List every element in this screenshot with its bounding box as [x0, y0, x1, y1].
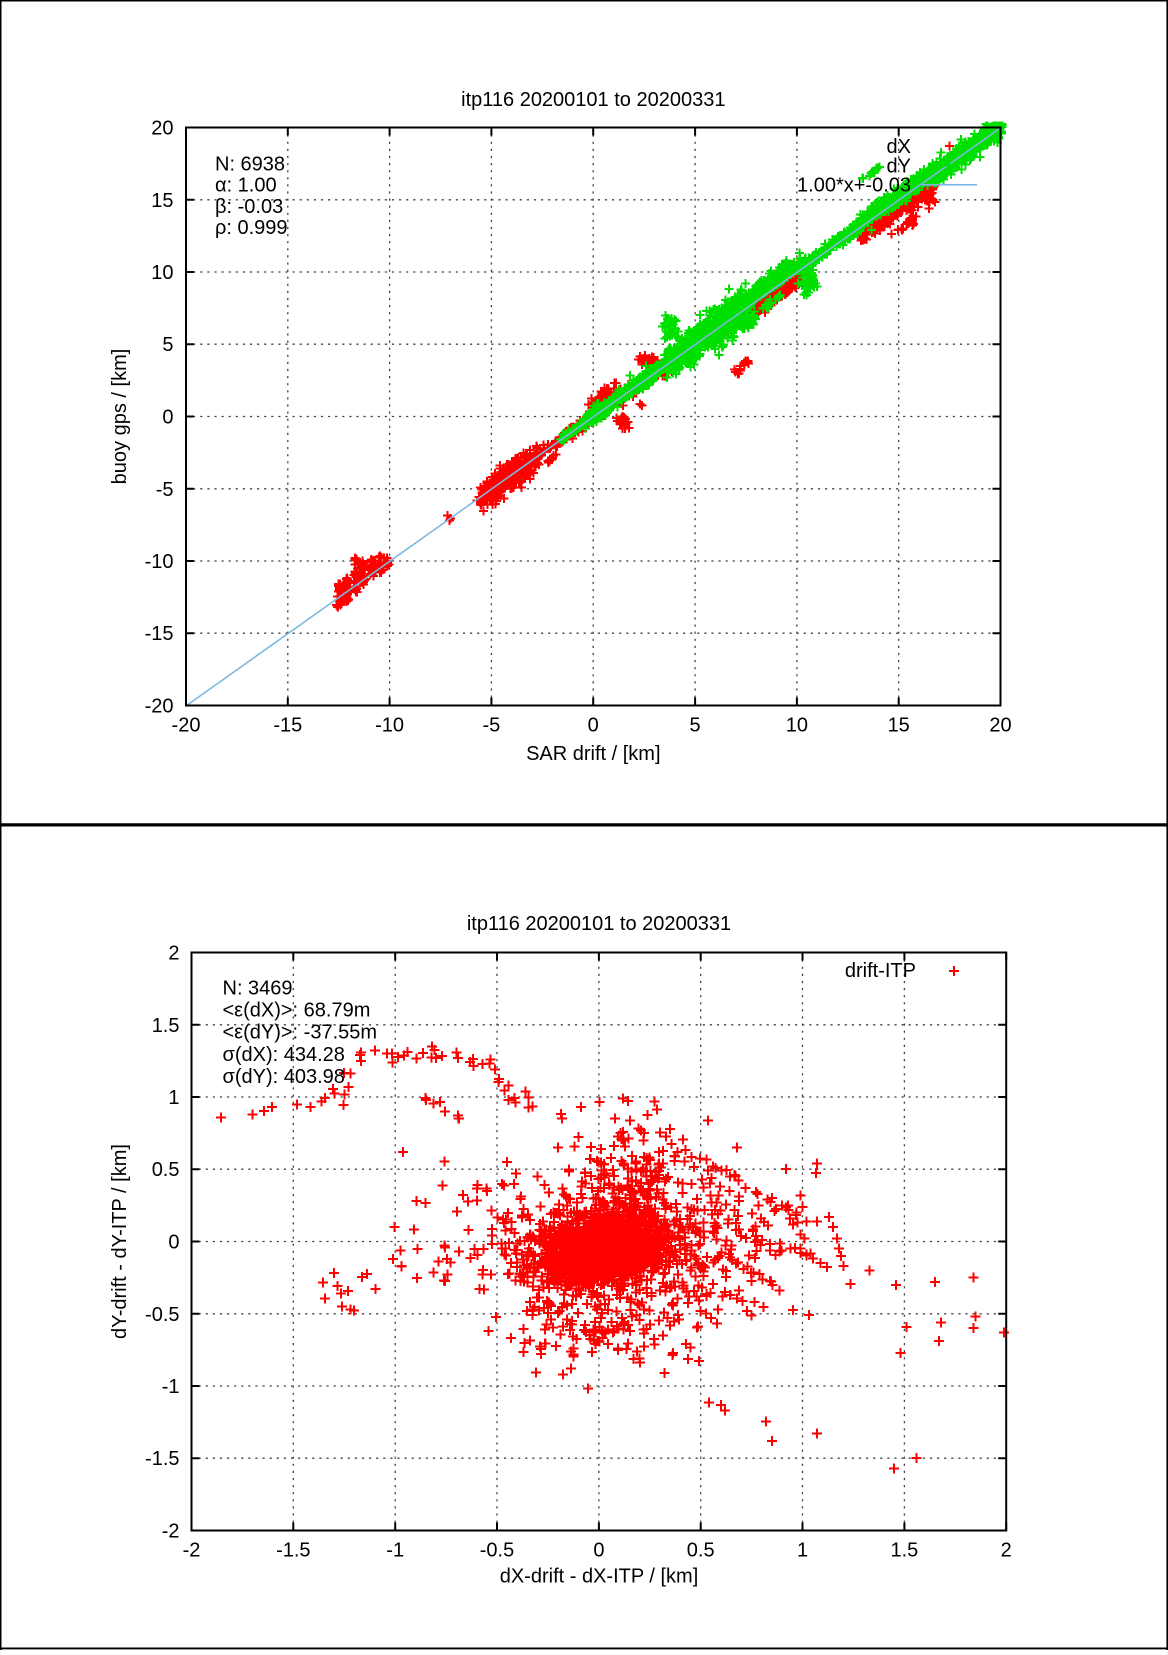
svg-text:-20: -20 — [172, 715, 201, 737]
svg-text:-1: -1 — [386, 1540, 404, 1562]
svg-text:1.5: 1.5 — [890, 1540, 918, 1562]
svg-text:<ε(dY)>: -37.55m: <ε(dY)>: -37.55m — [223, 1022, 378, 1044]
svg-text:15: 15 — [151, 190, 173, 212]
svg-text:σ(dY): 403.98: σ(dY): 403.98 — [223, 1066, 345, 1088]
svg-text:-5: -5 — [483, 715, 501, 737]
svg-text:σ(dX): 434.28: σ(dX): 434.28 — [223, 1044, 345, 1066]
svg-text:1: 1 — [168, 1087, 179, 1109]
svg-text:-10: -10 — [375, 715, 404, 737]
svg-text:buoy gps / [km]: buoy gps / [km] — [109, 349, 131, 485]
svg-text:-1.5: -1.5 — [276, 1540, 310, 1562]
svg-text:-1: -1 — [162, 1376, 180, 1398]
svg-text:0: 0 — [162, 407, 173, 429]
svg-text:-15: -15 — [145, 623, 174, 645]
svg-text:drift-ITP: drift-ITP — [845, 960, 916, 982]
svg-text:-0.5: -0.5 — [480, 1540, 514, 1562]
svg-text:dX: dX — [887, 136, 911, 158]
svg-text:dY: dY — [887, 155, 911, 177]
svg-text:N: 6938: N: 6938 — [215, 153, 285, 175]
svg-text:-10: -10 — [145, 551, 174, 573]
svg-text:itp116 20200101 to 20200331: itp116 20200101 to 20200331 — [461, 89, 725, 111]
svg-text:10: 10 — [151, 262, 173, 284]
svg-text:itp116 20200101 to 20200331: itp116 20200101 to 20200331 — [467, 913, 731, 935]
svg-text:0: 0 — [593, 1540, 604, 1562]
svg-text:-2: -2 — [162, 1521, 180, 1543]
svg-text:15: 15 — [888, 715, 910, 737]
svg-text:α: 1.00: α: 1.00 — [215, 175, 277, 197]
svg-text:dX-drift - dX-ITP / [km]: dX-drift - dX-ITP / [km] — [500, 1566, 699, 1588]
svg-text:1.00*x+-0.03: 1.00*x+-0.03 — [797, 175, 911, 197]
svg-text:10: 10 — [786, 715, 808, 737]
svg-text:dY-drift - dY-ITP / [km]: dY-drift - dY-ITP / [km] — [109, 1144, 131, 1339]
svg-text:2: 2 — [1001, 1540, 1012, 1562]
svg-text:-0.5: -0.5 — [145, 1304, 179, 1326]
svg-text:-1.5: -1.5 — [145, 1448, 179, 1470]
svg-text:<ε(dX)>: 68.79m: <ε(dX)>: 68.79m — [223, 1000, 371, 1022]
svg-text:5: 5 — [690, 715, 701, 737]
svg-text:1.5: 1.5 — [152, 1015, 180, 1037]
svg-text:0.5: 0.5 — [152, 1159, 180, 1181]
svg-text:0.5: 0.5 — [687, 1540, 715, 1562]
svg-text:-20: -20 — [145, 696, 174, 718]
svg-text:N: 3469: N: 3469 — [223, 977, 293, 999]
svg-text:2: 2 — [168, 943, 179, 965]
svg-text:0: 0 — [168, 1232, 179, 1254]
svg-text:1: 1 — [797, 1540, 808, 1562]
svg-text:5: 5 — [162, 334, 173, 356]
svg-text:20: 20 — [151, 118, 173, 140]
svg-text:-5: -5 — [156, 479, 174, 501]
svg-text:-2: -2 — [183, 1540, 201, 1562]
svg-text:ρ: 0.999: ρ: 0.999 — [215, 217, 288, 239]
svg-text:0: 0 — [588, 715, 599, 737]
svg-text:β: -0.03: β: -0.03 — [215, 196, 283, 218]
svg-text:SAR drift / [km]: SAR drift / [km] — [526, 743, 660, 765]
svg-text:20: 20 — [989, 715, 1011, 737]
svg-text:-15: -15 — [273, 715, 302, 737]
